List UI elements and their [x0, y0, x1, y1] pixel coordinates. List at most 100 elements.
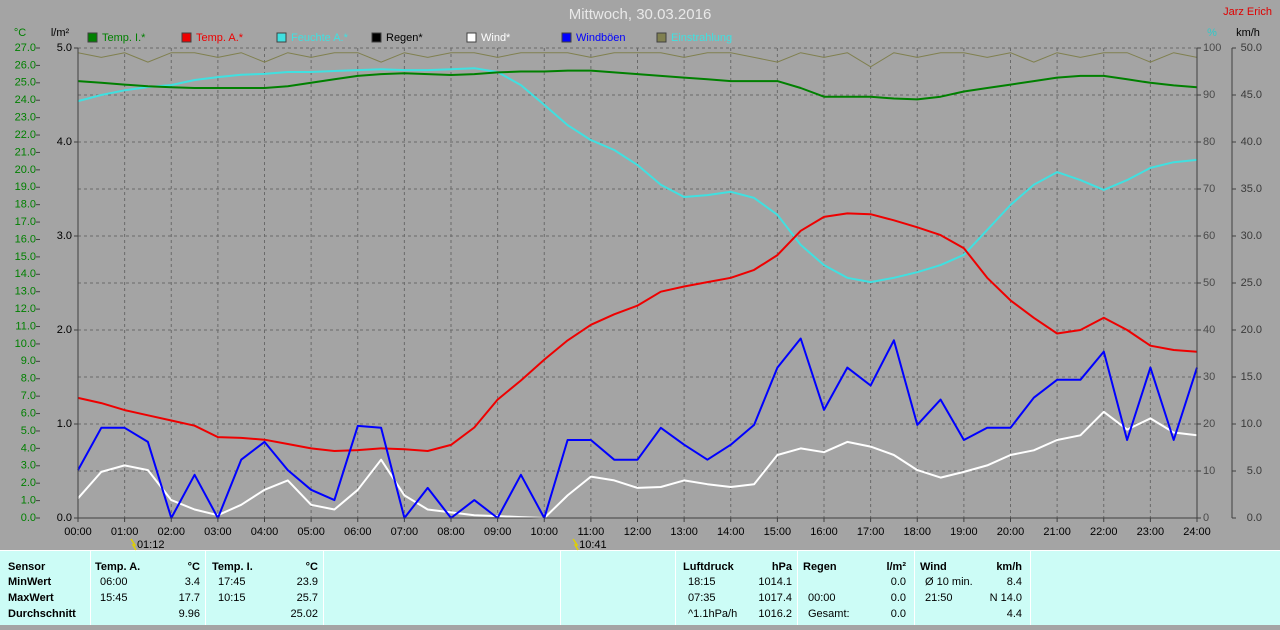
- x-tick-label: 10:00: [530, 526, 558, 538]
- y-tick-label: 0.0: [21, 512, 36, 524]
- cell-left: 10:15: [218, 592, 246, 604]
- legend-swatch: [466, 32, 477, 43]
- cell-left: 00:00: [808, 592, 836, 604]
- cell-left: 21:50: [925, 592, 953, 604]
- y-tick-label: 22.0: [15, 129, 36, 141]
- legend-swatch: [561, 32, 572, 43]
- row-label: MaxWert: [8, 592, 54, 604]
- cell-left: 15:45: [100, 592, 128, 604]
- cell-value: 0.0: [891, 608, 906, 620]
- cell-value: 0.0: [891, 592, 906, 604]
- y-tick-label: 19.0: [15, 181, 36, 193]
- legend-swatch: [87, 32, 98, 43]
- row-label: Durchschnitt: [8, 608, 76, 620]
- series-line: [77, 410, 1198, 519]
- cell-left: ^1.1hPa/h: [688, 608, 737, 620]
- cell-value: 1017.4: [758, 592, 792, 604]
- y-tick-label: 6.0: [21, 407, 36, 419]
- legend-swatch: [181, 32, 192, 43]
- y-tick-label: 8.0: [21, 373, 36, 385]
- y-tick-label: 17.0: [15, 216, 36, 228]
- cell-value: 23.9: [297, 576, 318, 588]
- y-tick-label: 21.0: [15, 146, 36, 158]
- y-tick-label: 50: [1203, 277, 1215, 289]
- legend-label: Temp. A.*: [196, 32, 244, 44]
- x-tick-label: 19:00: [950, 526, 978, 538]
- x-tick-label: 15:00: [764, 526, 792, 538]
- x-tick-label: 01:00: [111, 526, 139, 538]
- cell-left: 06:00: [100, 576, 128, 588]
- annotation-marker: [130, 538, 137, 551]
- cell-value: 3.4: [185, 576, 200, 588]
- x-tick-label: 05:00: [297, 526, 325, 538]
- chart-title: Mittwoch, 30.03.2016: [569, 6, 712, 23]
- y-tick-label: 0: [1203, 512, 1209, 524]
- x-tick-label: 21:00: [1043, 526, 1071, 538]
- column-unit: °C: [306, 561, 318, 573]
- y-tick-label: 4.0: [57, 136, 72, 148]
- y-axis-unit: °C: [14, 27, 26, 39]
- y-tick-label: 13.0: [15, 286, 36, 298]
- y-tick-label: 70: [1203, 183, 1215, 195]
- y-tick-label: 10.0: [1241, 418, 1262, 430]
- y-tick-label: 4.0: [21, 442, 36, 454]
- column-title: Regen: [803, 561, 837, 573]
- x-tick-label: 03:00: [204, 526, 232, 538]
- y-tick-label: 20.0: [15, 164, 36, 176]
- y-tick-label: 2.0: [57, 324, 72, 336]
- y-tick-label: 30.0: [1241, 230, 1262, 242]
- x-tick-label: 06:00: [344, 526, 372, 538]
- y-tick-label: 60: [1203, 230, 1215, 242]
- cell-value: 9.96: [179, 608, 200, 620]
- cell-left: 07:35: [688, 592, 716, 604]
- legend-label: Temp. I.*: [102, 32, 146, 44]
- cell-left: Ø 10 min.: [925, 576, 973, 588]
- y-tick-label: 0.0: [1247, 512, 1262, 524]
- y-tick-label: 50.0: [1241, 42, 1262, 54]
- cell-value: 17.7: [179, 592, 200, 604]
- y-tick-label: 40.0: [1241, 136, 1262, 148]
- x-tick-label: 20:00: [997, 526, 1025, 538]
- x-tick-label: 07:00: [391, 526, 419, 538]
- cell-value: 25.7: [297, 592, 318, 604]
- y3-axis-unit: km/h: [1236, 27, 1260, 39]
- cell-value: 4.4: [1007, 608, 1022, 620]
- x-tick-label: 12:00: [624, 526, 652, 538]
- x-tick-label: 16:00: [810, 526, 838, 538]
- y-tick-label: 1.0: [57, 418, 72, 430]
- legend-label: Einstrahlung: [671, 32, 732, 44]
- column-title: Temp. I.: [212, 561, 253, 573]
- series-line: [77, 52, 1198, 68]
- y-tick-label: 27.0: [15, 42, 36, 54]
- series-line: [77, 67, 1198, 284]
- legend-swatch: [276, 32, 287, 43]
- y-tick-label: 12.0: [15, 303, 36, 315]
- y-tick-label: 25.0: [1241, 277, 1262, 289]
- y-tick-label: 11.0: [15, 320, 36, 332]
- y-tick-label: 24.0: [15, 94, 36, 106]
- column-unit: l/m²: [886, 561, 906, 573]
- cell-value: 1014.1: [758, 576, 792, 588]
- row-label: MinWert: [8, 576, 52, 588]
- y-tick-label: 20: [1203, 418, 1215, 430]
- row-label: Sensor: [8, 561, 46, 573]
- cell-value: 1016.2: [758, 608, 792, 620]
- y-tick-label: 35.0: [1241, 183, 1262, 195]
- y-tick-label: 9.0: [21, 355, 36, 367]
- y-tick-label: 20.0: [1241, 324, 1262, 336]
- y-tick-label: 5.0: [57, 42, 72, 54]
- y-tick-label: 16.0: [15, 233, 36, 245]
- y-tick-label: 14.0: [15, 268, 36, 280]
- annotation-label: 01:12: [137, 539, 165, 551]
- y-tick-label: 5.0: [1247, 465, 1262, 477]
- author: Jarz Erich: [1223, 6, 1272, 18]
- cell-value: 0.0: [891, 576, 906, 588]
- y-tick-label: 40: [1203, 324, 1215, 336]
- y-tick-label: 3.0: [21, 460, 36, 472]
- annotation-label: 10:41: [579, 539, 607, 551]
- cell-value: N 14.0: [990, 592, 1022, 604]
- x-tick-label: 13:00: [670, 526, 698, 538]
- x-tick-label: 22:00: [1090, 526, 1118, 538]
- y-tick-label: 100: [1203, 42, 1221, 54]
